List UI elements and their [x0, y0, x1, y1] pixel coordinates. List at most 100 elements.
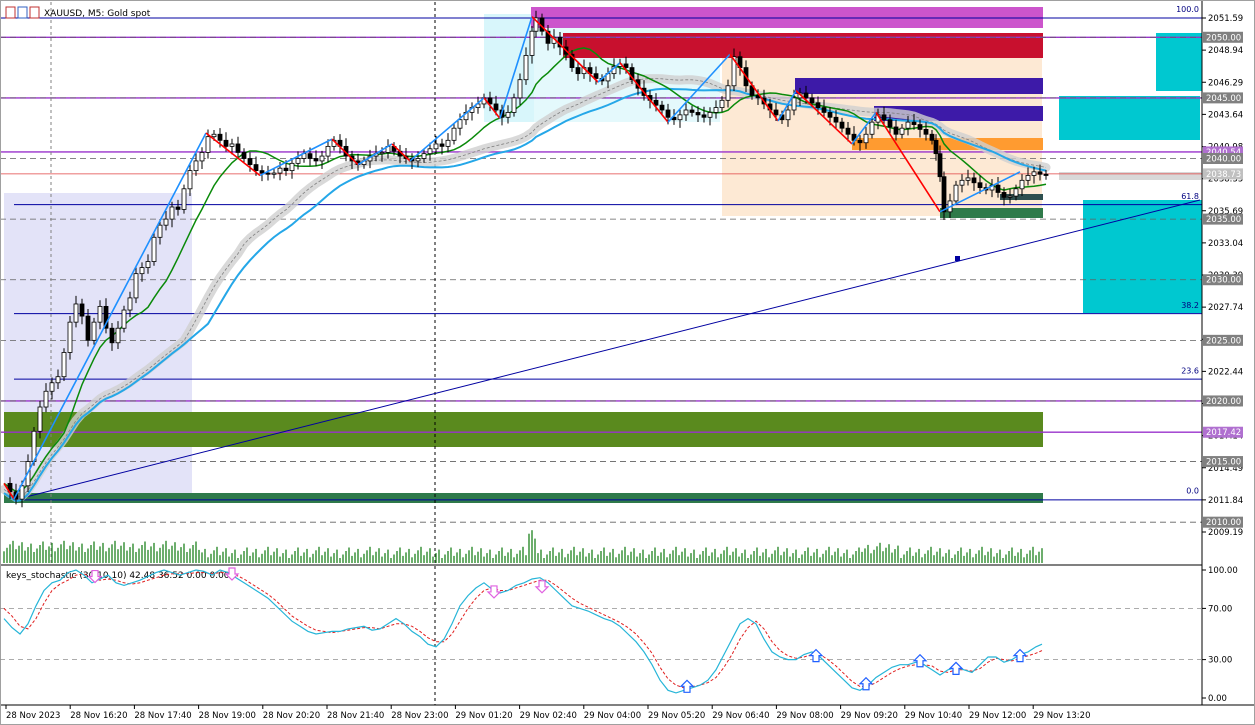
- zigzag-segment: [597, 62, 621, 83]
- zigzag-segment: [875, 112, 941, 213]
- candle-body: [575, 67, 581, 75]
- candle-body: [115, 327, 121, 344]
- candle-body: [937, 153, 943, 178]
- candle-body: [965, 177, 971, 181]
- candle-body: [379, 152, 385, 155]
- fib-level-label: 38.2: [1181, 301, 1199, 310]
- ma-green-line: [3, 47, 1047, 493]
- time-tick-label: 29 Nov 12:00: [969, 711, 1026, 721]
- level-tag-box: [1203, 153, 1243, 165]
- candle-body: [253, 164, 259, 172]
- candle-body: [809, 97, 815, 104]
- candle-body: [707, 112, 713, 118]
- zigzag-segment: [391, 143, 411, 162]
- candle-body: [157, 224, 163, 238]
- candle-body: [785, 109, 791, 121]
- candle-body: [193, 160, 199, 172]
- trend-line[interactable]: [13, 199, 1201, 501]
- zigzag-line: [3, 16, 1021, 500]
- candle-body: [827, 112, 833, 118]
- price-tick-label: 2048.94: [1208, 46, 1243, 56]
- ma-band-center: [3, 78, 1047, 498]
- level-tag-box: [1203, 395, 1243, 407]
- candle-body: [247, 158, 253, 165]
- candle-body: [277, 167, 283, 174]
- sell-arrow-icon: [87, 569, 103, 584]
- candle-body: [43, 390, 49, 408]
- trend-line-handle[interactable]: [955, 256, 960, 261]
- candle-body: [271, 172, 277, 175]
- candle-body: [593, 73, 599, 79]
- price-tick-label: 2051.59: [1208, 14, 1243, 24]
- level-tag-label: 2030.00: [1206, 276, 1241, 286]
- zigzag-segment: [205, 132, 261, 177]
- zigzag-segment: [667, 53, 731, 123]
- candle-body: [55, 376, 61, 384]
- candle-body: [223, 139, 229, 147]
- time-tick-label: 28 Nov 20:20: [263, 711, 320, 721]
- candle-body: [127, 297, 133, 311]
- level-tag-box: [1203, 334, 1243, 346]
- level-tag-box: [1203, 456, 1243, 468]
- level-tag-box: [1203, 146, 1243, 158]
- level-tag-box: [1203, 31, 1243, 43]
- candle-body: [91, 321, 97, 341]
- candle-body: [545, 30, 551, 44]
- target-zone-cyan-2: [1059, 96, 1200, 140]
- candle-body: [433, 143, 439, 150]
- candle-body: [415, 158, 421, 162]
- candle-body: [61, 352, 67, 378]
- symbol-header: XAUUSD, M5: Gold spot: [5, 6, 151, 19]
- level-tag-label: 2040.54: [1206, 148, 1241, 158]
- candle-body: [121, 309, 127, 329]
- time-tick-label: 28 Nov 23:00: [391, 711, 448, 721]
- candle-body: [629, 67, 635, 81]
- chart-type-icon-2[interactable]: [17, 6, 28, 19]
- candle-body: [37, 406, 43, 432]
- candle-body: [839, 121, 845, 129]
- candle-body: [719, 99, 725, 108]
- zigzag-segment: [939, 171, 1021, 213]
- time-tick-label: 29 Nov 13:20: [1033, 711, 1090, 721]
- level-tag-label: 2020.00: [1206, 397, 1241, 407]
- ma-band: [0, 74, 1051, 503]
- level-tag-box: [1203, 516, 1243, 528]
- candle-body: [815, 102, 821, 108]
- candle-body: [529, 30, 535, 56]
- candle-body: [19, 485, 25, 500]
- buy-arrow-icon: [858, 676, 874, 691]
- candle-body: [845, 127, 851, 135]
- oscillator-axis: 100.00 70.00 30.00 0.00: [1202, 566, 1238, 704]
- level-tag-label: 2010.00: [1206, 518, 1241, 528]
- price-tick-label: 2022.44: [1208, 367, 1243, 377]
- zigzag-segment: [13, 132, 207, 500]
- candle-body: [725, 85, 731, 101]
- candle-body: [887, 119, 893, 128]
- target-zone-grey: [1059, 172, 1201, 180]
- price-tick-label: 2035.69: [1208, 207, 1243, 217]
- symbol-title: XAUUSD, M5: Gold spot: [44, 9, 151, 19]
- candle-body: [325, 145, 331, 157]
- fib-level-label: 61.8: [1181, 192, 1199, 201]
- candle-body: [73, 303, 79, 323]
- candle-body: [1001, 192, 1007, 198]
- time-tick-label: 29 Nov 04:00: [584, 711, 641, 721]
- candle-body: [923, 129, 929, 135]
- candle-body: [67, 321, 73, 353]
- price-tick-label: 2043.64: [1208, 110, 1243, 120]
- candle-body: [857, 139, 863, 144]
- candle-body: [265, 172, 271, 175]
- level-tag-box: [1203, 274, 1243, 286]
- candles: [7, 10, 1049, 508]
- candle-body: [493, 103, 499, 111]
- level-tag-label: 2017.42: [1206, 428, 1241, 438]
- chart-type-icon-3[interactable]: [29, 6, 40, 19]
- candle-body: [1037, 171, 1043, 175]
- candle-body: [995, 184, 1001, 193]
- level-tag-box: [1203, 92, 1243, 104]
- chart-type-icon[interactable]: [5, 6, 16, 19]
- osc-tick-label: 0.00: [1208, 694, 1227, 704]
- candle-body: [821, 107, 827, 113]
- time-tick-label: 28 Nov 21:40: [327, 711, 384, 721]
